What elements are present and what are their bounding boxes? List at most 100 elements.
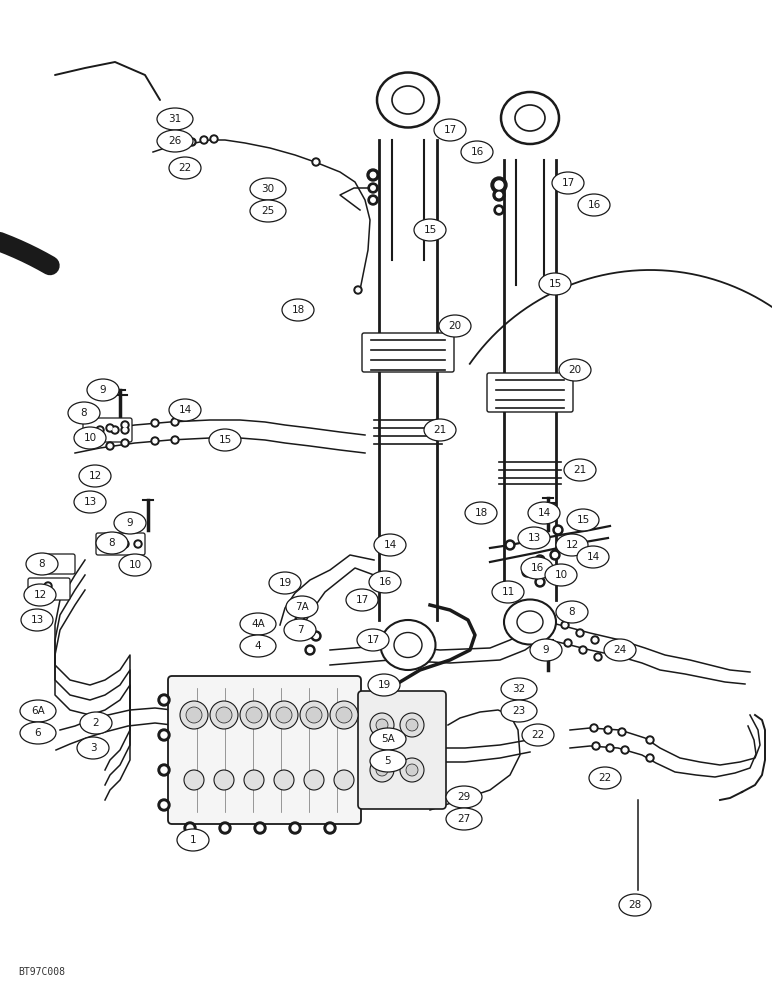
Text: 25: 25	[262, 206, 275, 216]
Ellipse shape	[169, 399, 201, 421]
Circle shape	[561, 621, 569, 629]
Ellipse shape	[446, 786, 482, 808]
Circle shape	[623, 748, 627, 752]
Circle shape	[524, 570, 530, 574]
Circle shape	[188, 138, 196, 146]
Circle shape	[564, 639, 572, 647]
Text: 22: 22	[178, 163, 191, 173]
Circle shape	[538, 530, 548, 540]
Circle shape	[550, 567, 560, 577]
Text: 12: 12	[33, 590, 46, 600]
Ellipse shape	[357, 629, 389, 651]
Circle shape	[592, 726, 596, 730]
Ellipse shape	[556, 534, 588, 556]
Text: 22: 22	[531, 730, 544, 740]
Circle shape	[356, 288, 360, 292]
Ellipse shape	[392, 86, 424, 114]
Circle shape	[186, 707, 202, 723]
Circle shape	[648, 738, 652, 742]
FancyBboxPatch shape	[28, 578, 70, 600]
Ellipse shape	[501, 92, 559, 144]
Circle shape	[495, 181, 503, 189]
Ellipse shape	[169, 157, 201, 179]
Ellipse shape	[284, 619, 316, 641]
Circle shape	[173, 420, 177, 424]
Circle shape	[376, 764, 388, 776]
Text: 15: 15	[218, 435, 232, 445]
Text: 9: 9	[100, 385, 107, 395]
Circle shape	[306, 626, 310, 631]
Ellipse shape	[552, 172, 584, 194]
Circle shape	[161, 697, 167, 703]
Circle shape	[311, 631, 321, 641]
Ellipse shape	[517, 611, 543, 633]
Ellipse shape	[604, 639, 636, 661]
Ellipse shape	[515, 105, 545, 131]
Circle shape	[306, 707, 322, 723]
Circle shape	[313, 634, 319, 639]
Circle shape	[202, 138, 206, 142]
Circle shape	[334, 770, 354, 790]
Ellipse shape	[578, 194, 610, 216]
Ellipse shape	[157, 108, 193, 130]
Circle shape	[368, 183, 378, 193]
Circle shape	[289, 822, 301, 834]
Ellipse shape	[545, 564, 577, 586]
FancyBboxPatch shape	[362, 333, 454, 372]
Circle shape	[292, 825, 298, 831]
Circle shape	[158, 729, 170, 741]
Text: 19: 19	[279, 578, 292, 588]
Text: 4A: 4A	[251, 619, 265, 629]
Circle shape	[173, 438, 177, 442]
Circle shape	[553, 525, 563, 535]
Ellipse shape	[240, 613, 276, 635]
Circle shape	[181, 141, 185, 145]
Circle shape	[270, 701, 298, 729]
Circle shape	[593, 638, 597, 642]
Circle shape	[161, 802, 167, 808]
Circle shape	[400, 758, 424, 782]
Circle shape	[151, 437, 159, 445]
Text: 28: 28	[628, 900, 642, 910]
Circle shape	[370, 713, 394, 737]
Text: 3: 3	[90, 743, 96, 753]
Circle shape	[219, 822, 231, 834]
Circle shape	[153, 439, 157, 443]
Ellipse shape	[377, 73, 439, 127]
Circle shape	[563, 623, 567, 627]
Circle shape	[330, 701, 358, 729]
Circle shape	[121, 421, 129, 429]
Ellipse shape	[424, 419, 456, 441]
Text: BT97C008: BT97C008	[18, 967, 65, 977]
Circle shape	[300, 701, 328, 729]
Circle shape	[307, 648, 313, 652]
Circle shape	[400, 713, 424, 737]
Ellipse shape	[282, 299, 314, 321]
Circle shape	[158, 799, 170, 811]
Circle shape	[96, 426, 104, 434]
Circle shape	[303, 623, 313, 633]
Ellipse shape	[157, 130, 193, 152]
Ellipse shape	[368, 674, 400, 696]
Circle shape	[123, 441, 127, 445]
Circle shape	[522, 535, 532, 545]
Circle shape	[46, 590, 50, 594]
Text: 7: 7	[296, 625, 303, 635]
Text: 8: 8	[569, 607, 575, 617]
Circle shape	[491, 177, 507, 193]
Circle shape	[604, 726, 612, 734]
Circle shape	[376, 719, 388, 731]
Circle shape	[210, 701, 238, 729]
Text: 17: 17	[355, 595, 368, 605]
Ellipse shape	[521, 557, 553, 579]
Circle shape	[578, 631, 582, 635]
Text: 27: 27	[457, 814, 471, 824]
Circle shape	[537, 580, 543, 584]
Text: 9: 9	[543, 645, 550, 655]
Text: 17: 17	[443, 125, 456, 135]
Circle shape	[276, 707, 292, 723]
Circle shape	[496, 208, 501, 212]
Circle shape	[121, 540, 129, 548]
Circle shape	[274, 770, 294, 790]
Circle shape	[550, 550, 560, 560]
